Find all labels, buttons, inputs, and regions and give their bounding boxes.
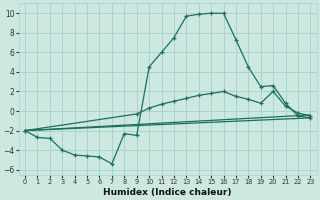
X-axis label: Humidex (Indice chaleur): Humidex (Indice chaleur) — [103, 188, 232, 197]
